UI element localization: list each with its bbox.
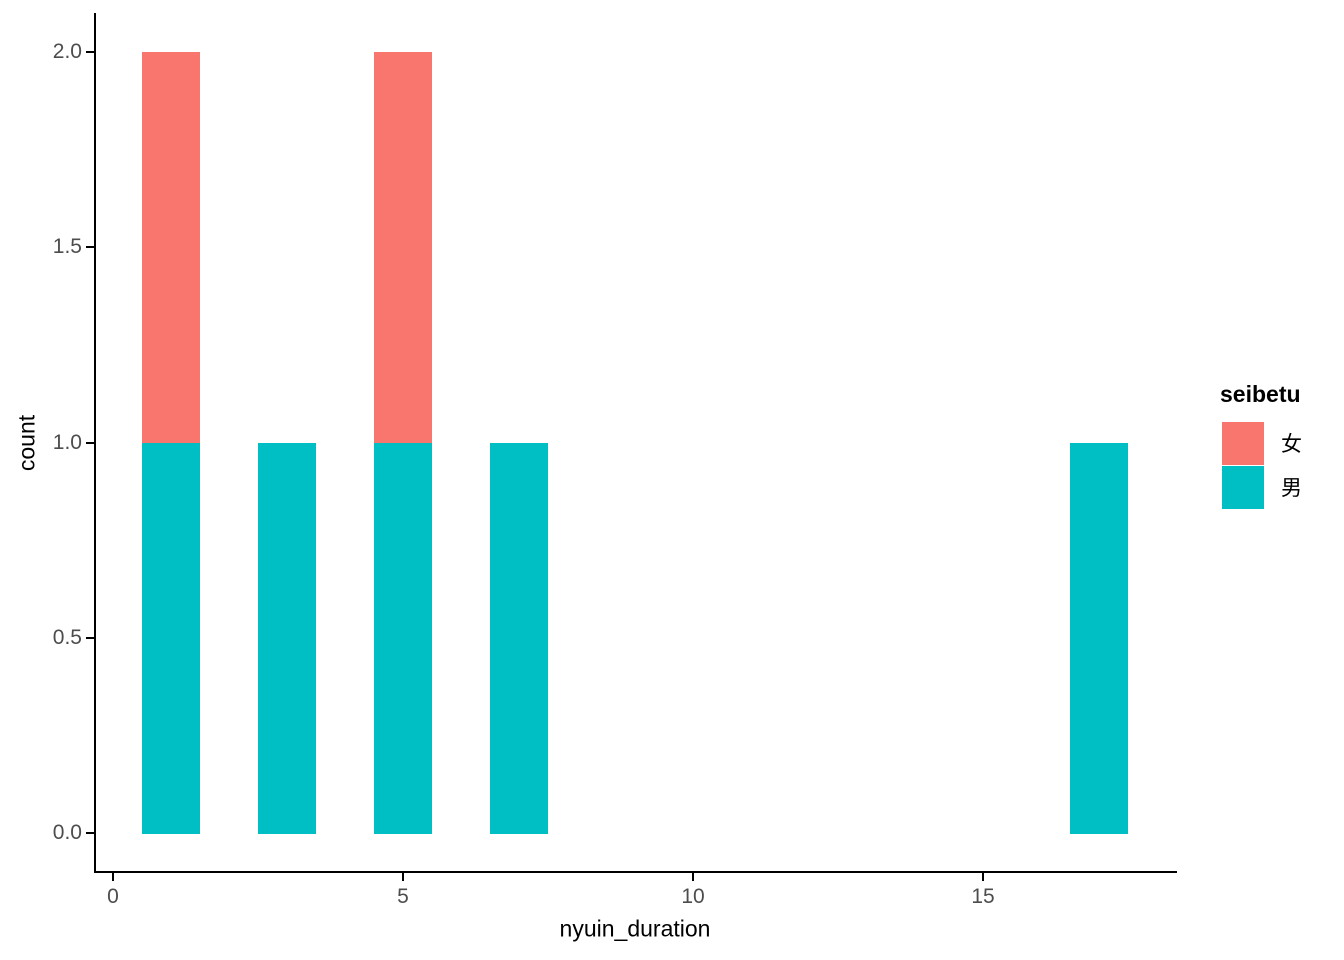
y-tick-mark [86, 51, 94, 53]
x-axis-line [94, 871, 1177, 873]
legend-item: 男 [1222, 465, 1302, 509]
y-tick-label: 1.5 [52, 235, 82, 258]
legend: seibetu 女男 [1220, 381, 1302, 509]
y-tick-mark [86, 832, 94, 834]
y-axis-title: count [13, 414, 40, 472]
bar-segment-女 [374, 52, 432, 443]
x-tick-mark [982, 873, 984, 881]
y-tick-label: 0.0 [52, 821, 82, 844]
bar-segment-男 [142, 443, 200, 834]
legend-swatch [1222, 465, 1264, 509]
legend-swatch [1222, 421, 1264, 465]
legend-label: 女 [1281, 433, 1302, 456]
bar-segment-男 [374, 443, 432, 834]
legend-item: 女 [1222, 421, 1302, 465]
x-tick-mark [112, 873, 114, 881]
x-tick-mark [402, 873, 404, 881]
x-tick-label: 15 [971, 885, 995, 908]
y-tick-label: 2.0 [52, 40, 82, 63]
y-tick-mark [86, 637, 94, 639]
legend-label: 男 [1281, 477, 1302, 500]
bar-segment-男 [490, 443, 548, 834]
x-axis-title: nyuin_duration [559, 915, 711, 942]
bar-segment-女 [142, 52, 200, 443]
y-tick-label: 1.0 [52, 431, 82, 454]
legend-title: seibetu [1220, 381, 1301, 407]
legend-items: 女男 [1222, 421, 1302, 509]
x-tick-label: 10 [681, 885, 705, 908]
x-tick-label: 0 [107, 885, 119, 908]
y-tick-label: 0.5 [52, 626, 82, 649]
bar-segment-男 [258, 443, 316, 834]
x-tick-label: 5 [397, 885, 409, 908]
bar-segment-男 [1070, 443, 1128, 834]
x-tick-mark [692, 873, 694, 881]
y-axis-line [94, 13, 96, 873]
y-tick-mark [86, 246, 94, 248]
y-tick-mark [86, 442, 94, 444]
